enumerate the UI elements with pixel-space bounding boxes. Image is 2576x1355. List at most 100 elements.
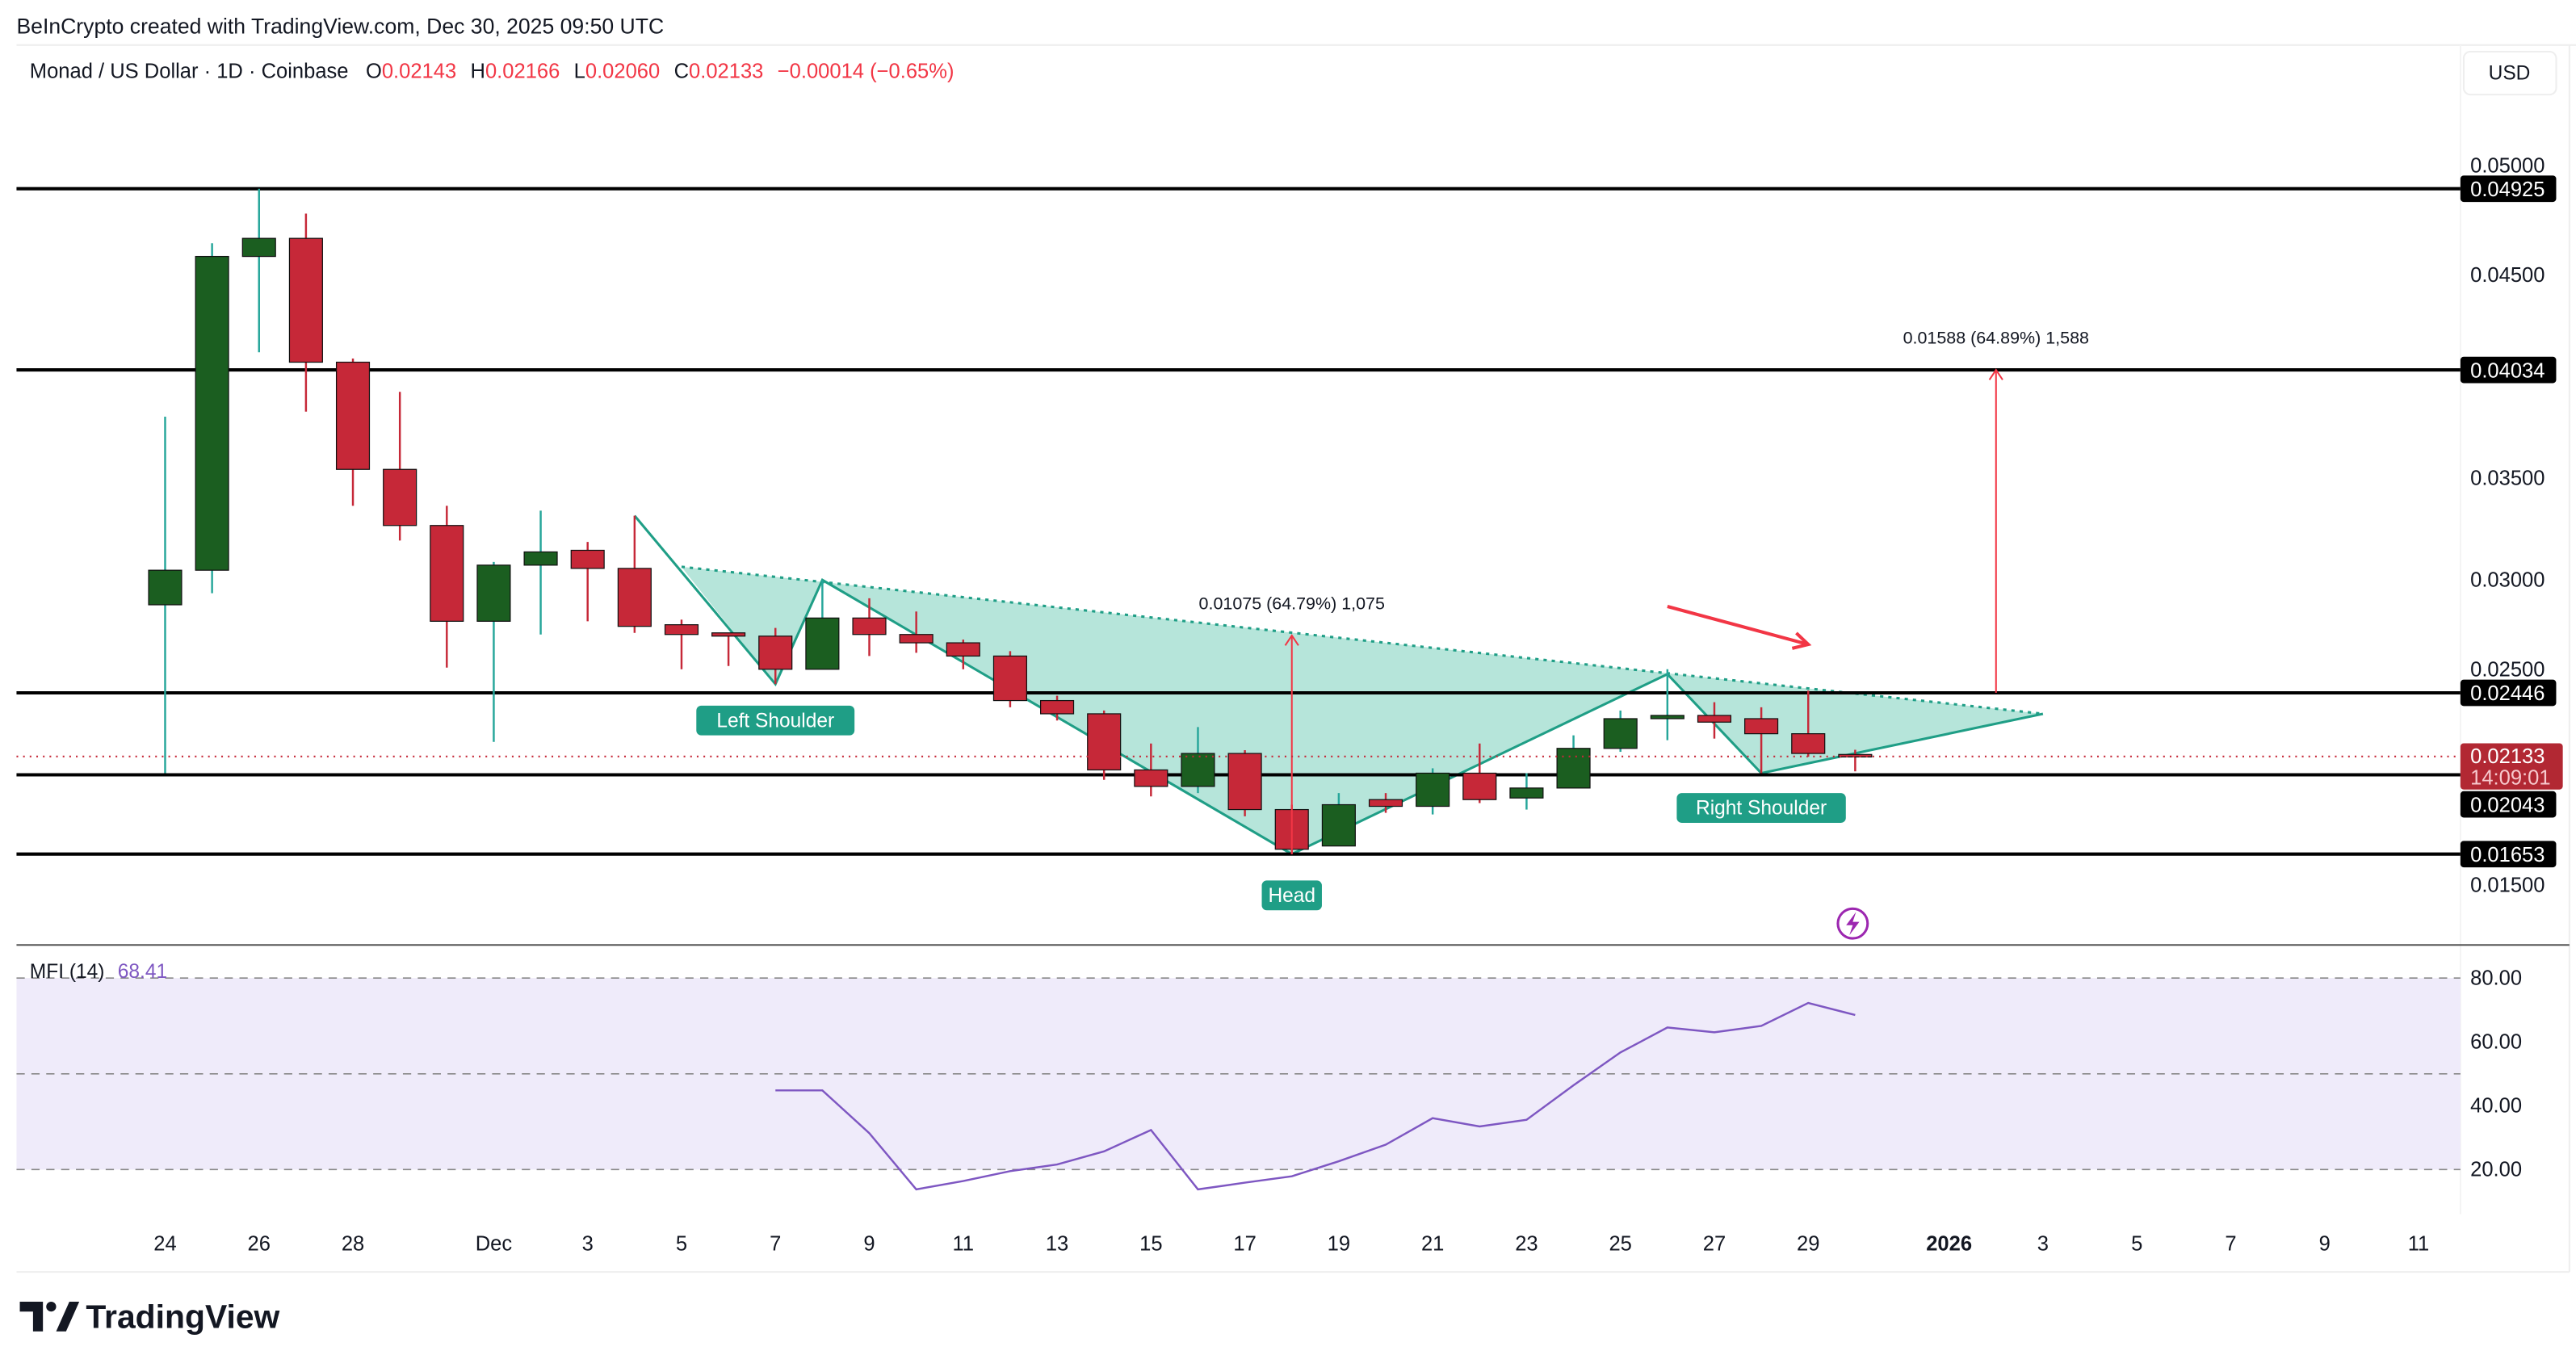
- last-price-label: 0.02133: [2470, 745, 2545, 768]
- mfi-tick-label: 60.00: [2470, 1030, 2522, 1053]
- candle-body: [1744, 718, 1779, 735]
- candle-body: [711, 632, 746, 637]
- tradingview-logo: TradingView: [19, 1298, 280, 1336]
- level-badge: [2460, 356, 2557, 384]
- level-label: 0.04925: [2470, 178, 2545, 201]
- time-tick-label: 5: [676, 1233, 687, 1256]
- price-tick-label: 0.04500: [2470, 264, 2545, 287]
- price-axis[interactable]: 0.05000 0.04500 0.03500 0.03000 0.02500 0.015…: [2470, 154, 2545, 896]
- mfi-tick-label: 20.00: [2470, 1159, 2522, 1181]
- close-label: C: [674, 61, 689, 83]
- candle-body: [383, 468, 417, 526]
- time-tick-label: 19: [1328, 1233, 1350, 1256]
- candle-body: [1603, 718, 1638, 749]
- candle-body: [1509, 787, 1544, 799]
- level-badge: [2460, 841, 2557, 868]
- credit-text: BeInCrypto created with TradingView.com,…: [16, 15, 664, 39]
- open-value: 0.02143: [382, 61, 456, 83]
- time-tick-label: 3: [582, 1233, 594, 1256]
- candle-body: [1087, 713, 1122, 771]
- time-tick-label: Dec: [476, 1233, 513, 1256]
- candle-body: [1040, 699, 1075, 715]
- level-label: 0.02043: [2470, 794, 2545, 816]
- support-resistance-levels: 0.04925 0.04034 0.02446 0.02043 0.01653: [16, 175, 2557, 868]
- time-tick-label: 13: [1046, 1233, 1068, 1256]
- time-tick-label: 9: [2319, 1233, 2331, 1256]
- lightning-icon[interactable]: [1836, 907, 1869, 940]
- logo-text: TradingView: [86, 1298, 279, 1336]
- price-tick-label: 0.02500: [2470, 659, 2545, 682]
- candle-body: [1838, 753, 1873, 757]
- price-divergence-arrow-head: [1791, 631, 1812, 650]
- currency-button[interactable]: USD: [2462, 50, 2557, 96]
- change-value: −0.00014 (−0.65%): [778, 61, 954, 83]
- mfi-tick-label: 80.00: [2470, 967, 2522, 989]
- pattern-label: Head: [1268, 885, 1315, 907]
- time-tick-label: 27: [1703, 1233, 1726, 1256]
- close-value: 0.02133: [689, 61, 763, 83]
- countdown-label: 14:09:01: [2470, 767, 2550, 790]
- level-label: 0.02446: [2470, 682, 2545, 705]
- candle-body: [946, 642, 980, 657]
- price-tick-label: 0.01500: [2470, 874, 2545, 896]
- price-divergence-arrow: [1667, 605, 1809, 647]
- time-tick-label: 11: [953, 1233, 975, 1256]
- candles: [148, 188, 1873, 854]
- candle-body: [899, 634, 933, 644]
- candle-body: [758, 636, 793, 670]
- level-badge: [2460, 679, 2557, 707]
- pattern-label: Right Shoulder: [1696, 798, 1827, 820]
- high-value: 0.02166: [485, 61, 560, 83]
- candle-body: [1697, 715, 1732, 723]
- mfi-line: [775, 1001, 1856, 1191]
- level-badge: [2460, 791, 2557, 818]
- low-label: L: [574, 61, 585, 83]
- low-value: 0.02060: [585, 61, 660, 83]
- time-tick-label: 5: [2131, 1233, 2142, 1256]
- candle-body: [852, 617, 887, 636]
- mfi-value: 68.41: [118, 961, 167, 983]
- mfi-pane: 80.00 60.00 40.00 20.00: [16, 967, 2522, 1191]
- time-tick-label: 24: [153, 1233, 176, 1256]
- measure-arrowhead: [1988, 368, 2003, 380]
- price-tick-label: 0.05000: [2470, 154, 2545, 177]
- symbol-legend: Monad / US Dollar · 1D · Coinbase O0.021…: [30, 61, 954, 83]
- time-axis[interactable]: 24 26 28 Dec 3 5 7 9 11 13 15 17 19 21 23 25 27 29 2026 3 5 7…: [153, 1233, 2429, 1256]
- time-tick-label: 25: [1609, 1233, 1631, 1256]
- level-label: 0.04034: [2470, 359, 2545, 382]
- measure-label: 0.01075 (64.79%) 1,075: [1199, 594, 1385, 613]
- price-tick-label: 0.03500: [2470, 468, 2545, 490]
- level-label: 0.01653: [2470, 844, 2545, 866]
- candle-body: [1462, 772, 1497, 800]
- price-tick-label: 0.03000: [2470, 569, 2545, 592]
- mfi-label: MFI (14): [30, 961, 105, 983]
- time-tick-label: 11: [2408, 1233, 2430, 1256]
- symbol-title: Monad / US Dollar · 1D · Coinbase: [30, 61, 349, 83]
- pattern-label-badge: [696, 705, 855, 736]
- candle-body: [523, 551, 558, 566]
- candle-body: [335, 361, 371, 470]
- time-tick-label: 23: [1515, 1233, 1538, 1256]
- candle-body: [476, 564, 511, 622]
- neckline: [681, 565, 2044, 715]
- candle-body: [664, 624, 699, 636]
- currency-label: USD: [2489, 63, 2531, 85]
- pattern-label-badge: [1676, 793, 1846, 823]
- candle-body: [1791, 733, 1826, 754]
- time-tick-label: 9: [863, 1233, 875, 1256]
- candle-body: [805, 617, 840, 670]
- candle-body: [1650, 715, 1684, 719]
- measure-arrowhead: [1284, 634, 1299, 646]
- candle-body: [1556, 748, 1591, 789]
- time-tick-label: 2026: [1926, 1233, 1972, 1256]
- time-tick-label: 29: [1797, 1233, 1819, 1256]
- mfi-tick-label: 40.00: [2470, 1094, 2522, 1117]
- candle-body: [1368, 799, 1403, 808]
- candle-body: [992, 655, 1027, 702]
- time-tick-label: 26: [248, 1233, 271, 1256]
- time-tick-label: 17: [1233, 1233, 1256, 1256]
- time-tick-label: 7: [770, 1233, 781, 1256]
- measure-label: 0.01588 (64.89%) 1,588: [1903, 328, 2089, 347]
